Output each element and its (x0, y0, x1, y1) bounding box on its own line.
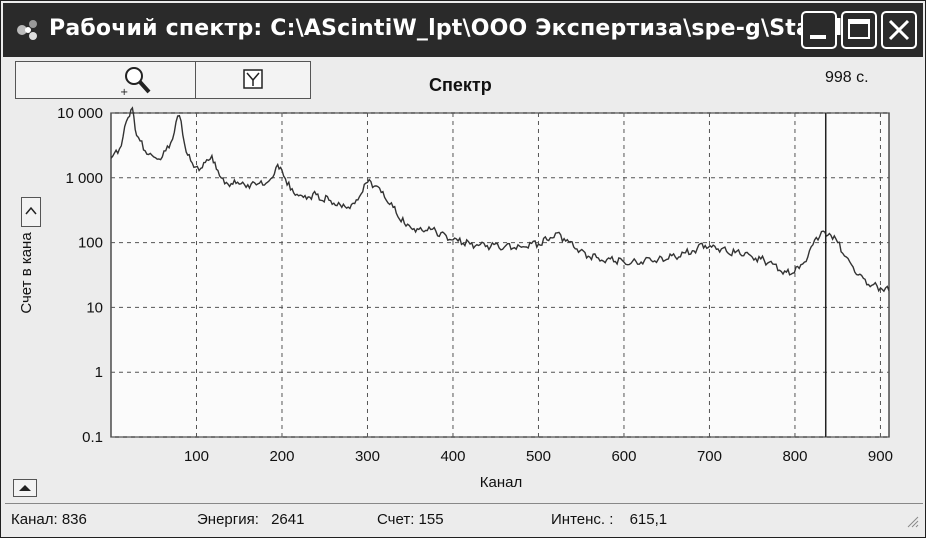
zoom-button[interactable]: + (16, 62, 196, 98)
y-tick-label: 10 000 (57, 105, 103, 122)
x-tick-label: 900 (868, 448, 893, 465)
chart-title: Спектр (429, 75, 492, 95)
count-status-label: Счет: (377, 511, 415, 528)
intensity-status-value: 615,1 (629, 511, 668, 528)
axis-fit-icon (243, 69, 263, 89)
x-tick-label: 200 (269, 448, 294, 465)
x-tick-label: 500 (526, 448, 551, 465)
count-status: Счет: 155 (377, 511, 444, 528)
channel-status-label: Канал: (11, 511, 58, 528)
energy-status: Энергия: 2641 (197, 511, 304, 528)
plot-area (110, 112, 890, 438)
svg-text:+: + (120, 87, 128, 98)
x-tick-label: 100 (184, 448, 209, 465)
y-tick-label: 100 (78, 235, 103, 252)
x-axis-label: Канал (480, 474, 522, 491)
count-status-value: 155 (418, 511, 444, 528)
y-tick-label: 0.1 (82, 429, 103, 446)
spectrum-chart[interactable]: 10 000 1 000 100 10 1 0.1 100 200 300 400 500 600 7… (1, 1, 928, 501)
resize-grip-icon[interactable] (905, 514, 919, 528)
maximize-button[interactable] (841, 11, 877, 49)
x-tick-label: 800 (782, 448, 807, 465)
acquisition-time: 998 с. (825, 69, 869, 86)
triangle-up-icon (19, 485, 31, 491)
x-tick-label: 700 (697, 448, 722, 465)
x-tick-label: 600 (611, 448, 636, 465)
energy-status-value: 2641 (271, 511, 305, 528)
spectrum-app-icon (17, 20, 37, 40)
title-bar[interactable]: Рабочий спектр: C:\AScintiW_lpt\ООО Эксп… (3, 3, 923, 57)
fit-axes-button[interactable] (196, 62, 310, 98)
magnifier-icon: + (120, 67, 151, 98)
channel-status-value: 836 (61, 511, 87, 528)
window-title: Рабочий спектр: C:\AScintiW_lpt\ООО Эксп… (49, 16, 876, 41)
status-bar: Канал: 836 Энергия: 2641 Счет: 155 Интен… (5, 503, 923, 535)
energy-status-label: Энергия: (197, 511, 259, 528)
x-tick-label: 400 (440, 448, 465, 465)
intensity-status-label: Интенс. : (551, 511, 614, 528)
y-axis-label: Счет в кана (18, 232, 35, 314)
minimize-icon (810, 35, 826, 39)
y-axis-toggle-button[interactable] (21, 197, 41, 227)
y-tick-label: 1 000 (65, 170, 103, 187)
intensity-status: Интенс. : 615,1 (551, 511, 667, 528)
x-tick-label: 300 (355, 448, 380, 465)
minimize-button[interactable] (801, 11, 837, 49)
close-button[interactable] (881, 11, 917, 49)
maximize-icon (848, 19, 870, 39)
spectrum-series-line (110, 106, 890, 293)
close-icon (888, 19, 910, 41)
collapse-panel-button[interactable] (13, 479, 37, 497)
chevron-up-icon (25, 206, 37, 215)
y-tick-label: 1 (95, 364, 103, 381)
y-tick-label: 10 (86, 299, 103, 316)
channel-status: Канал: 836 (11, 511, 87, 528)
chart-toolbar: + (15, 61, 311, 99)
